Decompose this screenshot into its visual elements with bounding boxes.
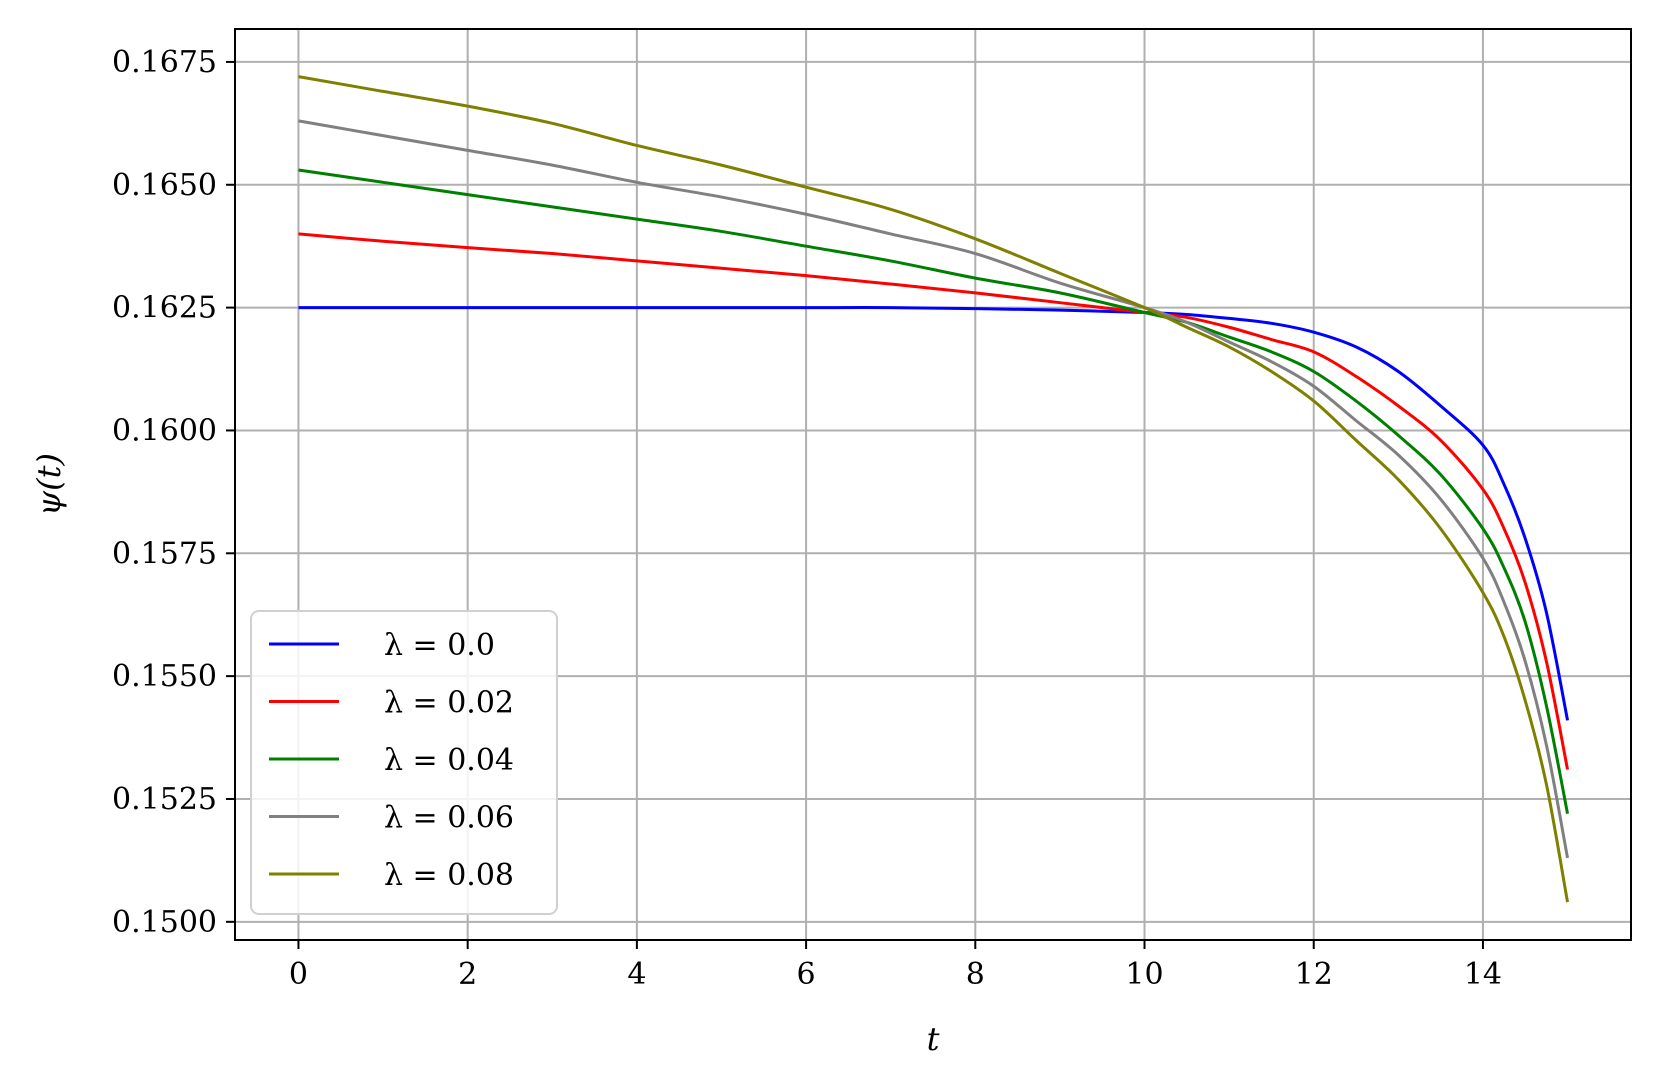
y-tick-label: 0.1550	[112, 659, 217, 694]
y-tick-label: 0.1650	[112, 168, 217, 203]
legend-label: λ = 0.04	[384, 743, 514, 778]
y-axis-label: ψ(t)	[30, 453, 68, 516]
x-tick-label: 6	[797, 957, 816, 992]
x-tick-label: 10	[1125, 957, 1163, 992]
y-tick-label: 0.1675	[112, 45, 217, 80]
legend-label: λ = 0.06	[384, 801, 514, 836]
legend-label: λ = 0.08	[384, 858, 514, 893]
x-tick-label: 8	[966, 957, 985, 992]
y-tick-label: 0.1500	[112, 905, 217, 940]
legend-box	[250, 610, 558, 915]
y-tick-label: 0.1575	[112, 536, 217, 571]
series-line-3	[298, 119, 1570, 859]
plot-series	[298, 75, 1570, 903]
y-tick-label: 0.1600	[112, 413, 217, 448]
x-axis-label: t	[927, 1020, 940, 1058]
y-tick-label: 0.1625	[112, 291, 217, 326]
series-line-4	[298, 75, 1570, 903]
series-line-2	[298, 168, 1570, 815]
x-tick-label: 4	[627, 957, 646, 992]
y-tick-label: 0.1525	[112, 782, 217, 817]
legend-label: λ = 0.02	[384, 686, 514, 721]
x-tick-label: 14	[1464, 957, 1502, 992]
x-tick-label: 12	[1295, 957, 1333, 992]
legend-label: λ = 0.0	[384, 628, 495, 663]
legend: λ = 0.0 λ = 0.02 λ = 0.04 λ = 0.06 λ = 0.08	[250, 610, 558, 915]
x-tick-label: 2	[458, 957, 477, 992]
x-tick-label: 0	[289, 957, 308, 992]
axis-ticks: 0 2 4 6 8 10 12 14 0.1500 0.1525 0.1550 0.1575 0.160…	[112, 45, 1502, 992]
plot-frame	[234, 28, 1632, 941]
